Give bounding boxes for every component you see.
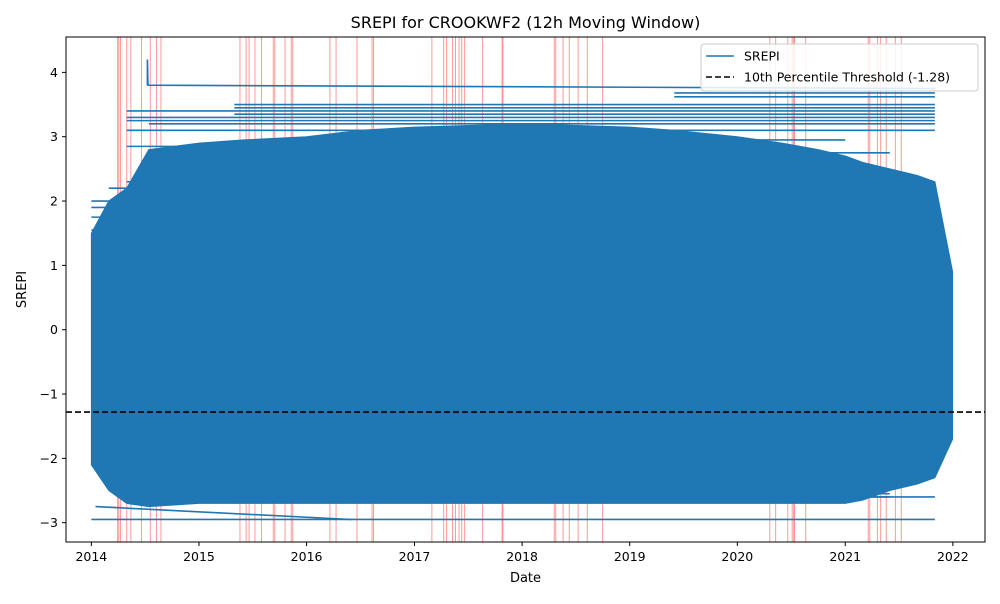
- x-tick-label: 2015: [183, 549, 215, 564]
- y-tick-label: 0: [50, 322, 58, 337]
- x-tick-label: 2018: [506, 549, 538, 564]
- x-tick-label: 2019: [614, 549, 646, 564]
- x-tick-label: 2017: [399, 549, 431, 564]
- legend: SREPI 10th Percentile Threshold (-1.28): [701, 44, 978, 91]
- legend-label-srepi: SREPI: [744, 49, 780, 64]
- y-tick-label: 4: [50, 65, 58, 80]
- y-tick-label: 3: [50, 129, 58, 144]
- x-axis-label: Date: [510, 571, 541, 586]
- y-tick-label: −1: [40, 387, 58, 402]
- y-tick-label: 1: [50, 258, 58, 273]
- x-tick-label: 2014: [75, 549, 107, 564]
- x-tick-label: 2021: [829, 549, 861, 564]
- x-tick-label: 2016: [291, 549, 323, 564]
- chart-title: SREPI for CROOKWF2 (12h Moving Window): [351, 13, 701, 32]
- legend-label-threshold: 10th Percentile Threshold (-1.28): [744, 70, 950, 85]
- y-tick-label: 2: [50, 194, 58, 209]
- x-tick-label: 2022: [937, 549, 969, 564]
- x-tick-label: 2020: [721, 549, 753, 564]
- y-tick-label: −3: [40, 515, 58, 530]
- y-tick-label: −2: [40, 451, 58, 466]
- y-axis-label: SREPI: [15, 271, 30, 308]
